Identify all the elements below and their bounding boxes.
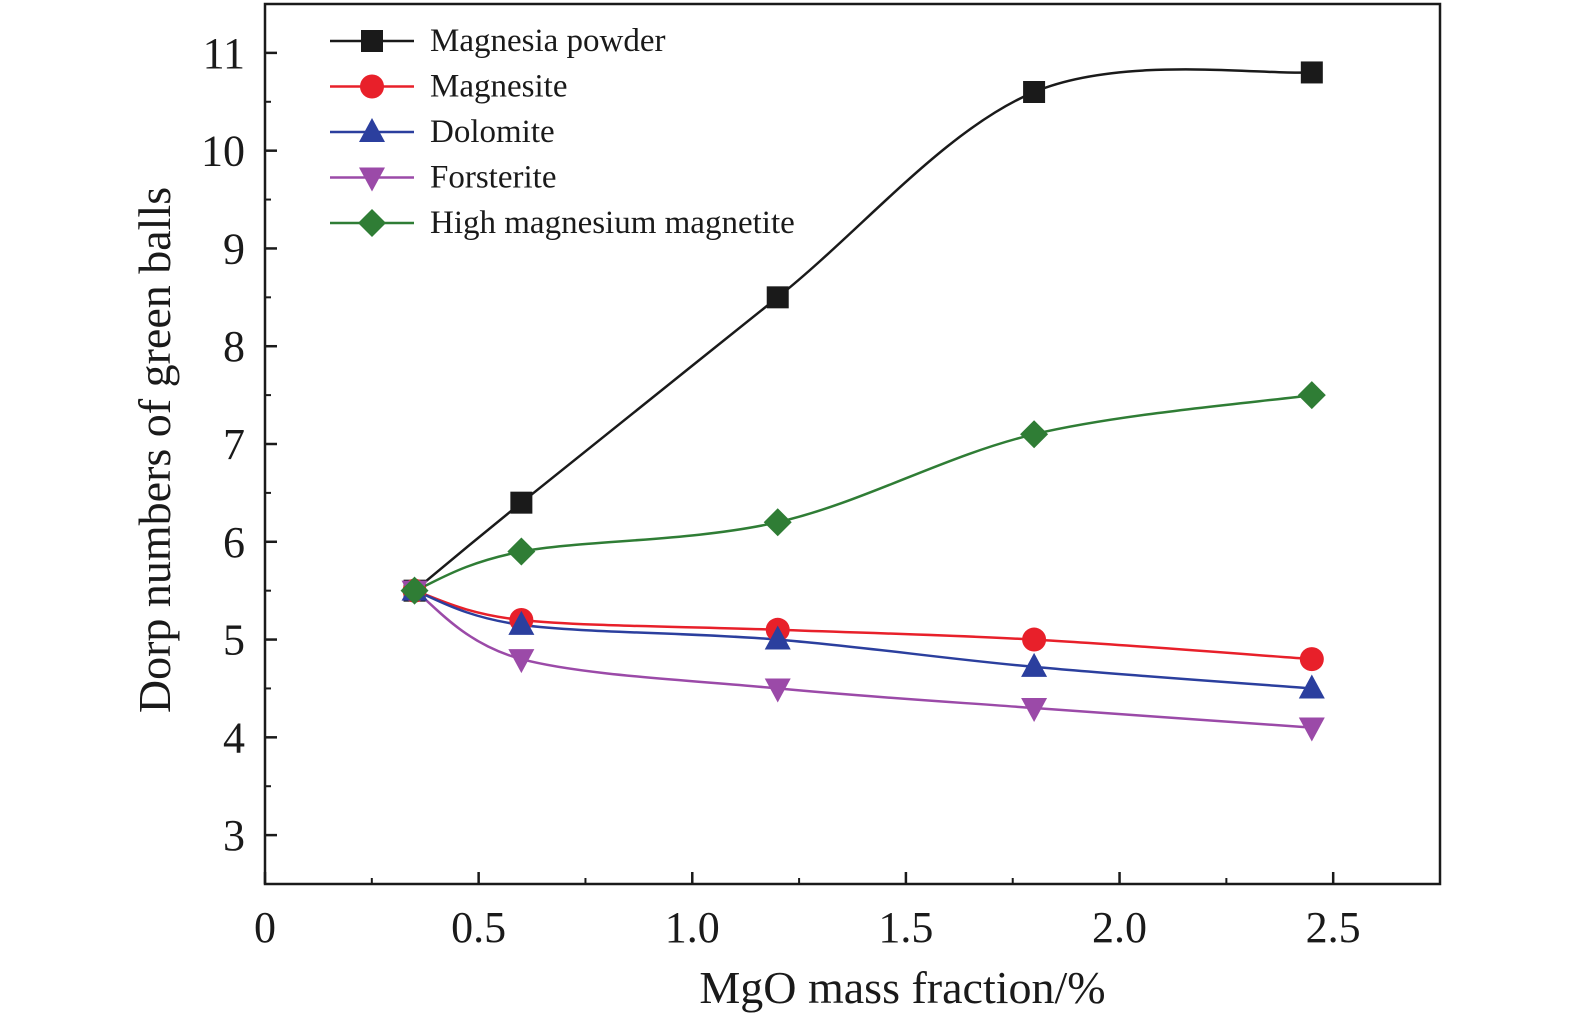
series-line: [414, 393, 1312, 592]
x-axis-title: MgO mass fraction/%: [699, 962, 1105, 1013]
legend-item: Magnesia powder: [330, 23, 666, 59]
x-axis: 0 0.5 1.0 1.5 2.0 2.5: [254, 872, 1361, 952]
series-line: [413, 589, 1312, 729]
y-tick-label: 9: [223, 224, 245, 273]
data-point: [764, 625, 791, 650]
legend-label: High magnesium magnetite: [430, 205, 795, 241]
x-tick-label: 2.5: [1306, 903, 1361, 952]
legend-item: Dolomite: [330, 114, 555, 150]
legend-marker: [361, 30, 383, 52]
legend-marker: [359, 167, 385, 192]
legend-marker: [360, 74, 384, 99]
y-tick-label: 7: [223, 420, 245, 469]
data-point: [1022, 627, 1047, 652]
x-tick-label: 0.5: [451, 903, 506, 952]
legend: Magnesia powder Magnesite Dolomite Forsteri…: [330, 23, 795, 241]
data-point: [1298, 717, 1325, 742]
series-line: [414, 589, 1312, 690]
data-point: [1023, 81, 1046, 103]
data-point: [508, 649, 535, 674]
legend-marker: [358, 209, 386, 237]
legend-label: Magnesite: [430, 69, 567, 105]
data-point: [1297, 381, 1326, 410]
data-point: [1020, 420, 1049, 449]
legend-label: Dolomite: [430, 114, 555, 150]
legend-item: Forsterite: [330, 160, 556, 196]
x-tick-label: 1.0: [665, 903, 720, 952]
data-point: [400, 576, 429, 605]
data-point: [763, 508, 792, 537]
data-point: [1298, 674, 1325, 699]
data-point: [764, 678, 791, 703]
legend-marker: [359, 118, 385, 142]
data-point: [766, 286, 789, 309]
y-tick-label: 10: [201, 127, 245, 176]
y-tick-label: 8: [223, 322, 245, 371]
y-tick-label: 5: [223, 616, 245, 665]
y-tick-label: 11: [203, 29, 245, 78]
x-tick-label: 0: [254, 903, 276, 952]
data-point: [1021, 698, 1048, 722]
y-tick-label: 6: [223, 518, 245, 567]
y-tick-label: 4: [223, 713, 245, 762]
data-point: [507, 537, 536, 566]
y-axis: 3 4 5 6 7 8 9 10 11: [201, 29, 277, 860]
data-point: [1300, 61, 1323, 84]
legend-item: High magnesium magnetite: [330, 205, 795, 241]
data-point: [508, 610, 535, 635]
y-tick-label: 3: [223, 811, 245, 860]
data-point: [1021, 652, 1048, 677]
x-tick-label: 1.5: [878, 903, 933, 952]
legend-label: Forsterite: [430, 160, 556, 196]
series-markers: [400, 61, 1326, 742]
x-tick-label: 2.0: [1092, 903, 1147, 952]
y-axis-title: Dorp numbers of green balls: [129, 187, 180, 713]
data-point: [1299, 647, 1324, 672]
data-point: [510, 491, 533, 514]
legend-label: Magnesia powder: [430, 23, 666, 59]
legend-item: Magnesite: [330, 69, 567, 105]
